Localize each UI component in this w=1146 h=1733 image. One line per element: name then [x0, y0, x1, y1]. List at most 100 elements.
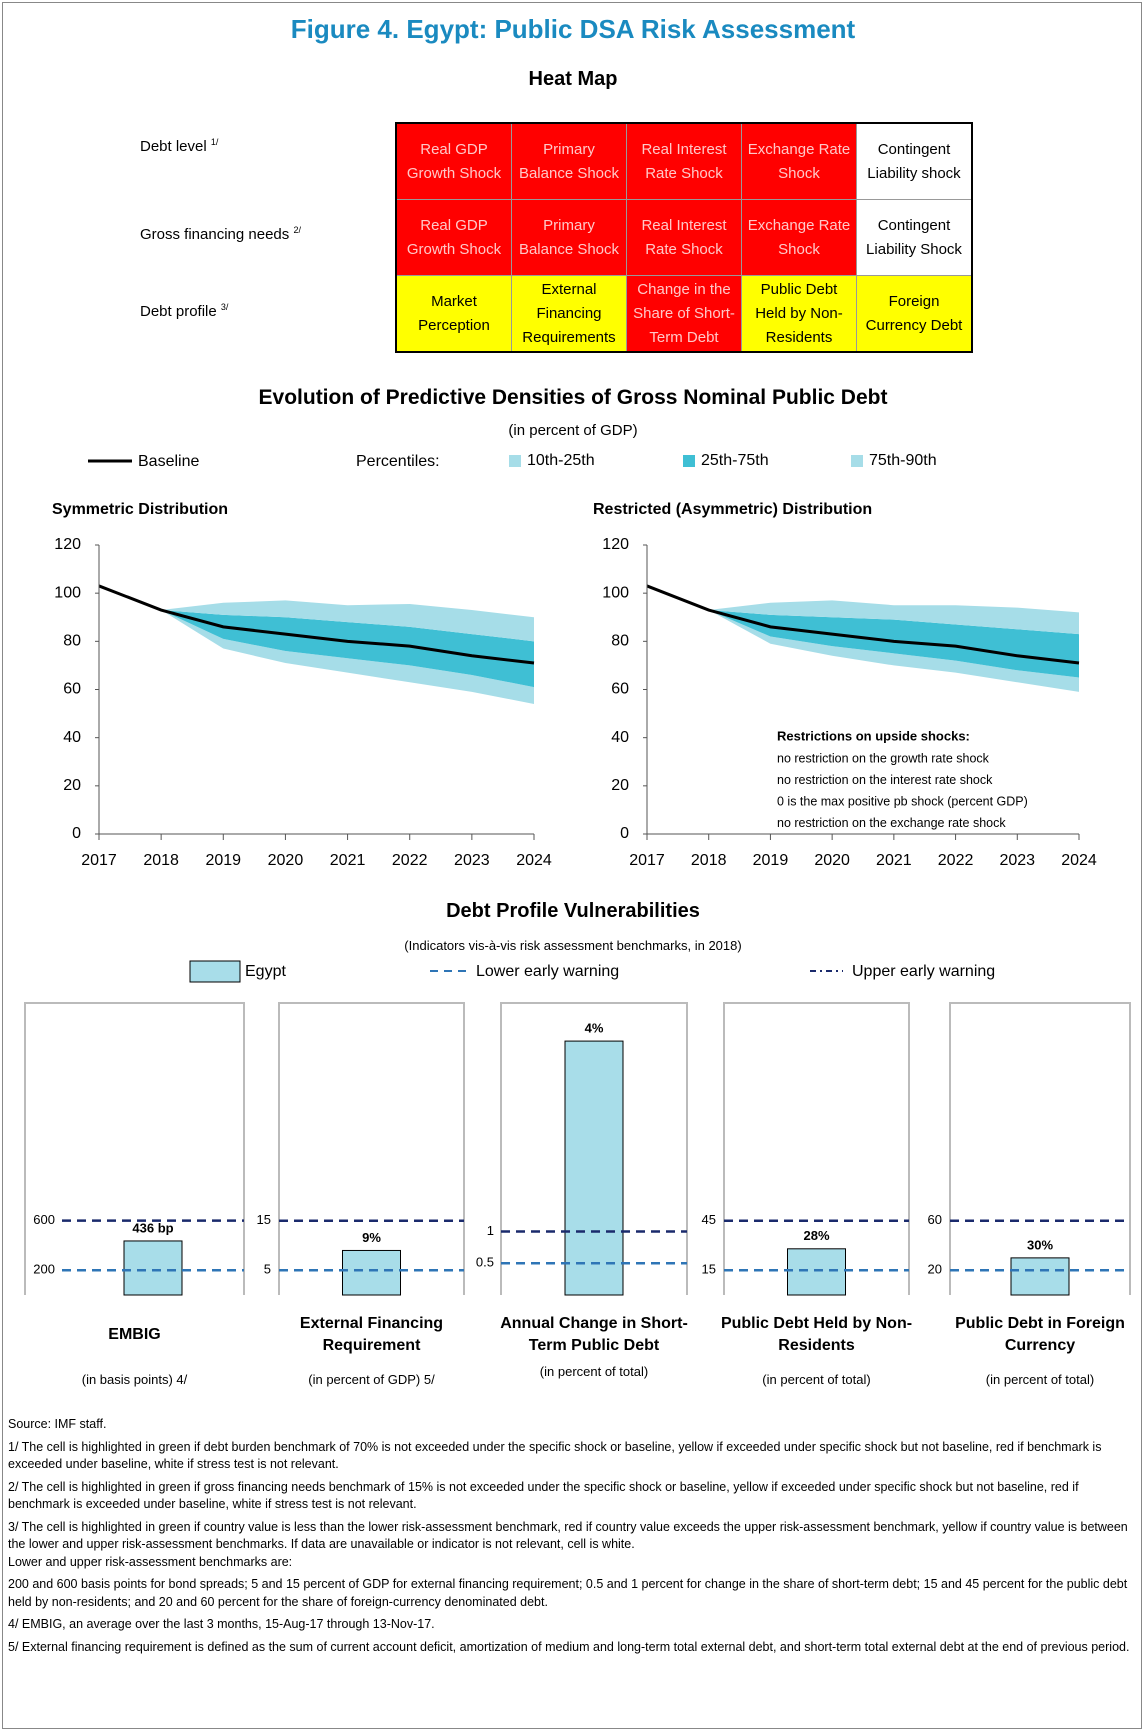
bar — [787, 1248, 846, 1296]
heat-cell: External Financing Requirements — [511, 275, 627, 353]
heat-cell: Change in the Share of Short-Term Debt — [626, 275, 742, 353]
panel-title: Annual Change in Short-Term Public Debt — [500, 1315, 688, 1354]
heat-cell: Market Perception — [395, 275, 512, 353]
x-tick-label: 2018 — [691, 852, 727, 869]
heat-cell: Primary Balance Shock — [511, 199, 627, 276]
y-tick-label: 120 — [602, 536, 629, 553]
note: Source: IMF staff. — [8, 1417, 107, 1431]
row-label-text: Gross financing needs — [140, 226, 290, 243]
heat-cell: Real Interest Rate Shock — [626, 122, 742, 200]
row-label: Debt level 1/ — [140, 137, 218, 155]
panel-subtitle: (in percent of total) — [985, 1372, 1095, 1387]
bar-value-label: 30% — [1027, 1237, 1053, 1252]
x-tick-label: 2017 — [629, 852, 665, 869]
y-tick-label: 80 — [63, 633, 81, 650]
note: 4/ EMBIG, an average over the last 3 mon… — [8, 1617, 435, 1631]
heat-cell-text: External Financing Requirements — [522, 280, 616, 346]
band-area — [708, 610, 1079, 692]
notes: Source: IMF staff. 1/ The cell is highlig… — [8, 1416, 1138, 1661]
y-tick-label: 200 — [33, 1262, 55, 1277]
row-label: Debt profile 3/ — [140, 302, 228, 320]
panel-frame — [24, 1002, 245, 1295]
x-tick-label: 2024 — [516, 852, 552, 869]
row-label-note: 2/ — [293, 225, 301, 235]
annotation-line: no restriction on the exchange rate shoc… — [777, 816, 1006, 830]
heat-cell: Public Debt Held by Non-Residents — [741, 275, 857, 353]
heat-cell: Real GDP Growth Shock — [395, 199, 512, 276]
figure-title: Figure 4. Egypt: Public DSA Risk Assessm… — [290, 14, 856, 44]
heat-cell: Exchange Rate Shock — [741, 199, 857, 276]
note: 200 and 600 basis points for bond spread… — [8, 1577, 1128, 1609]
note: 1/ The cell is highlighted in green if d… — [8, 1439, 1102, 1472]
panel-frame — [278, 1002, 465, 1295]
row-label-text: Debt profile — [140, 303, 217, 320]
y-tick-label: 45 — [702, 1212, 716, 1227]
x-tick-label: 2023 — [999, 852, 1035, 869]
note: 5/ External financing requirement is def… — [8, 1639, 1130, 1654]
panel-subtitle: (in percent of GDP) 5/ — [308, 1372, 435, 1387]
panel-frame — [723, 1002, 910, 1295]
heat-cell-text: Contingent Liability Shock — [866, 216, 962, 258]
legend-swatch — [509, 455, 521, 467]
row-label-text: Debt level — [140, 138, 207, 155]
panel-subtitle: (in percent of total) — [762, 1372, 871, 1387]
heat-cell: Contingent Liability shock — [856, 122, 973, 200]
x-tick-label: 2022 — [392, 852, 428, 869]
y-tick-label: 40 — [63, 729, 81, 746]
bar — [123, 1240, 183, 1296]
y-tick-label: 40 — [611, 729, 629, 746]
legend-text: 75th-90th — [869, 452, 937, 469]
x-tick-label: 2019 — [753, 852, 789, 869]
bar-value-label: 9% — [362, 1230, 381, 1245]
heat-cell: Foreign Currency Debt — [856, 275, 973, 353]
legend-swatch — [851, 455, 863, 467]
heat-cell-text: Market Perception — [418, 292, 490, 334]
band-area — [161, 600, 534, 642]
dpv-subtitle: (Indicators vis-à-vis risk assessment be… — [404, 938, 742, 953]
legend-text: 25th-75th — [701, 452, 769, 469]
heat-map-body: Real GDP Growth Shock Primary Balance Sho… — [395, 122, 973, 353]
bar — [1010, 1257, 1070, 1296]
band-area — [708, 600, 1079, 635]
y-tick-label: 600 — [33, 1212, 55, 1227]
y-tick-label: 100 — [54, 584, 81, 601]
heat-row: Market Perception External Financing Requ… — [395, 275, 973, 353]
dpv-title: Debt Profile Vulnerabilities — [446, 900, 700, 922]
y-tick-label: 60 — [611, 681, 629, 698]
panel-title: External Financing Requirement — [299, 1315, 444, 1354]
heat-cell-text: Exchange Rate Shock — [747, 216, 851, 258]
legend-swatch — [683, 455, 695, 467]
annotation-line: no restriction on the interest rate shoc… — [777, 773, 993, 787]
heat-cell-text: Foreign Currency Debt — [865, 292, 963, 334]
bar-value-label: 28% — [803, 1228, 829, 1243]
heat-cell-text: Change in the Share of Short-Term Debt — [633, 280, 735, 346]
heat-cell-text: Real GDP Growth Shock — [406, 140, 502, 182]
chart-title: Symmetric Distribution — [52, 501, 228, 518]
heat-cell-text: Real Interest Rate Shock — [641, 140, 727, 182]
percentiles-label: Percentiles: — [356, 453, 440, 470]
baseline-line — [98, 584, 535, 665]
x-tick-label: 2017 — [81, 852, 117, 869]
panel-title: Public Debt Held by Non-Residents — [720, 1315, 913, 1354]
note: Lower and upper risk-assessment benchmar… — [8, 1554, 293, 1569]
bar — [564, 1040, 624, 1296]
bar-value-label: 436 bp — [132, 1220, 173, 1235]
note: 2/ The cell is highlighted in green if g… — [8, 1479, 1079, 1512]
legend-lower-text: Lower early warning — [476, 963, 619, 980]
legend-text: 10th-25th — [527, 452, 595, 469]
y-tick-label: 80 — [611, 633, 629, 650]
heat-cell: Contingent Liability Shock — [856, 199, 973, 276]
heat-cell-text: Exchange Rate Shock — [747, 140, 851, 182]
y-tick-label: 100 — [602, 584, 629, 601]
panel-frame — [949, 1002, 1131, 1295]
y-tick-label: 60 — [63, 681, 81, 698]
heat-row: Real GDP Growth Shock Primary Balance Sho… — [395, 122, 973, 200]
row-label-note: 3/ — [220, 302, 229, 312]
y-tick-label: 15 — [257, 1212, 271, 1227]
fan-title: Evolution of Predictive Densities of Gro… — [258, 386, 888, 409]
legend-country-text: Egypt — [245, 963, 286, 980]
y-tick-label: 20 — [611, 777, 629, 794]
y-tick-label: 60 — [928, 1212, 942, 1227]
